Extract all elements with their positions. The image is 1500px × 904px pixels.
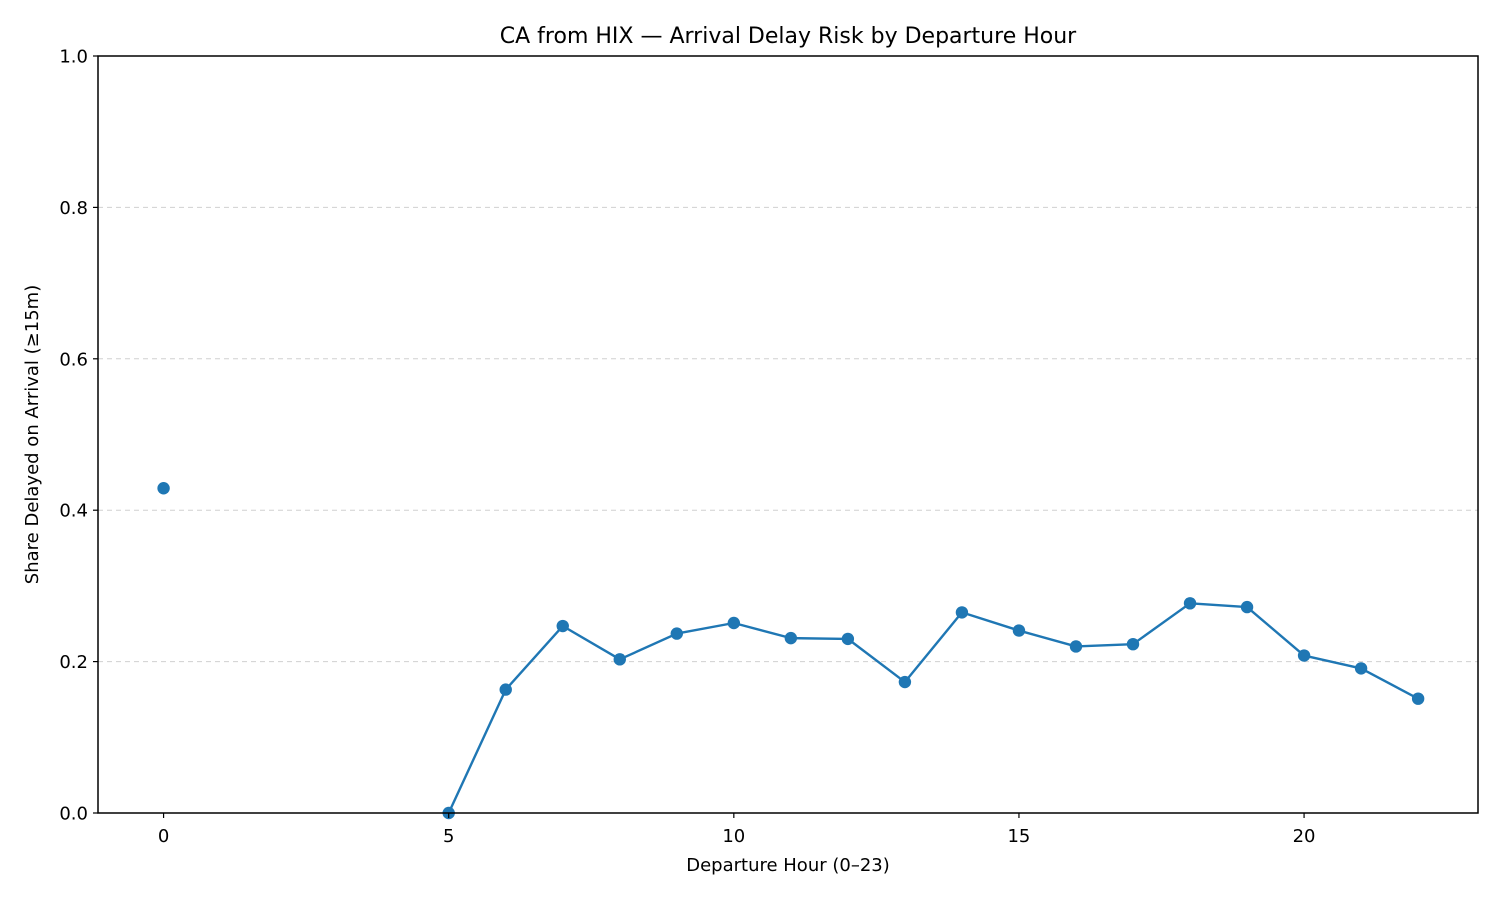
axis-ticks: 0.0 0.2 0.4 0.6 0.8 1.0 0 5 10 15 20 [59,47,1315,848]
plot-frame [97,55,1479,814]
data-point [1012,624,1026,637]
chart-title: CA from HIX — Arrival Delay Risk by Depa… [500,24,1077,49]
x-tick-label: 15 [1007,826,1030,847]
data-point [613,653,626,666]
series-layer [157,482,1425,820]
data-point [1297,649,1311,662]
y-tick-label: 0.0 [59,804,88,825]
data-point [841,632,855,646]
data-point [784,631,798,645]
y-axis-title: Share Delayed on Arrival (≥15m) [22,285,43,584]
data-point [1069,640,1083,653]
y-tick-label: 1.0 [59,47,88,68]
y-tick-label: 0.2 [59,652,88,673]
grid [98,206,1478,663]
data-point [1183,597,1197,610]
data-point [1240,600,1254,614]
y-tick-label: 0.4 [59,501,88,522]
x-tick-label: 20 [1293,826,1316,847]
x-tick-label: 5 [443,826,454,847]
series-line [447,602,1420,815]
data-point [1126,637,1140,651]
x-axis-title: Departure Hour (0–23) [686,855,890,876]
x-tick-label: 0 [158,826,169,847]
data-point [556,619,569,633]
data-point [898,675,912,689]
data-point [1354,662,1368,675]
data-point [499,683,512,696]
y-tick-label: 0.6 [59,349,88,370]
data-point [955,606,969,619]
data-point [670,627,684,640]
y-tick-label: 0.8 [59,198,88,219]
data-point [727,616,741,630]
x-tick-label: 10 [722,826,745,847]
data-point [1411,692,1425,705]
data-point [157,482,170,495]
